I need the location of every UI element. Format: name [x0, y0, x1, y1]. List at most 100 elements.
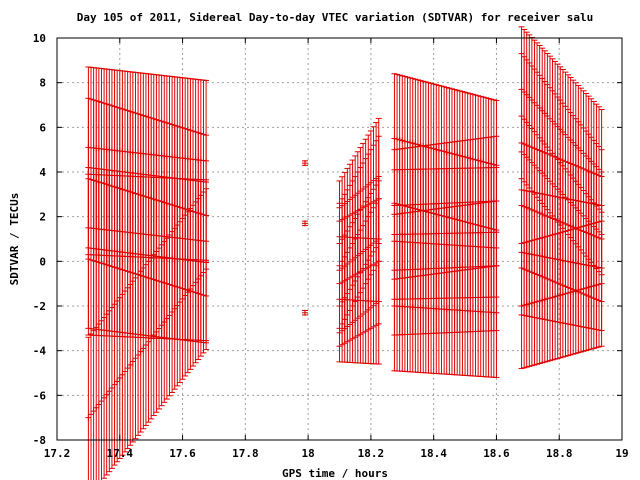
- data-point: [523, 119, 530, 126]
- data-point: [190, 282, 197, 289]
- data-point: [187, 285, 194, 292]
- data-point: [301, 160, 308, 167]
- data-point: [127, 361, 134, 368]
- data-point: [195, 276, 202, 283]
- y-tick-label: 4: [39, 166, 46, 179]
- data-point: [531, 299, 538, 306]
- data-point: [88, 411, 95, 418]
- data-point: [531, 128, 538, 135]
- data-point: [203, 266, 210, 273]
- data-point: [396, 136, 403, 143]
- data-point: [129, 358, 136, 365]
- data-point: [570, 288, 577, 295]
- data-point: [301, 220, 308, 227]
- data-point: [539, 297, 546, 304]
- data-point: [536, 134, 543, 141]
- data-point: [163, 315, 170, 322]
- data-point: [593, 282, 600, 289]
- data-point: [404, 138, 411, 145]
- data-point: [526, 300, 533, 307]
- data-point: [544, 144, 551, 151]
- y-tick-label: 6: [39, 121, 46, 134]
- data-point: [598, 280, 605, 287]
- y-tick-labels: -8 -6 -4 -2 0 2 4 6 8 10: [33, 32, 47, 447]
- data-point: [549, 294, 556, 301]
- data-point: [93, 404, 100, 411]
- data-point: [90, 408, 97, 415]
- data-point: [544, 295, 551, 302]
- data-point: [567, 289, 574, 296]
- data-point: [596, 281, 603, 288]
- data-point: [119, 371, 126, 378]
- data-point: [588, 283, 595, 290]
- data-point: [412, 140, 419, 147]
- data-point: [554, 292, 561, 299]
- data-point: [192, 279, 199, 286]
- data-point: [158, 322, 165, 329]
- y-tick-label: 2: [39, 211, 46, 224]
- y-tick-label: -8: [33, 434, 46, 447]
- data-point: [528, 125, 535, 132]
- data-point: [518, 113, 525, 120]
- data-points: [85, 26, 605, 480]
- data-point: [169, 309, 176, 316]
- data-point: [142, 342, 149, 349]
- data-point: [166, 312, 173, 319]
- data-point: [565, 290, 572, 297]
- data-point: [541, 141, 548, 148]
- x-tick-label: 17.4: [107, 447, 134, 460]
- data-point: [150, 332, 157, 339]
- data-point: [122, 368, 129, 375]
- x-tick-label: 17.8: [232, 447, 259, 460]
- data-point: [536, 297, 543, 304]
- data-point: [161, 318, 168, 325]
- data-point: [85, 414, 92, 421]
- data-point: [528, 300, 535, 307]
- data-point: [148, 335, 155, 342]
- data-point: [546, 147, 553, 154]
- data-point: [401, 138, 408, 145]
- data-point: [106, 388, 113, 395]
- data-segment: [391, 73, 500, 378]
- x-axis-label: GPS time / hours: [282, 467, 388, 480]
- y-tick-label: 10: [33, 32, 46, 45]
- axis-ticks: [56, 37, 623, 441]
- data-point: [399, 137, 406, 144]
- data-point: [391, 135, 398, 142]
- data-point: [590, 282, 597, 289]
- y-tick-label: -4: [33, 345, 47, 358]
- data-point: [572, 287, 579, 294]
- x-tick-label: 18.8: [546, 447, 573, 460]
- data-point: [301, 309, 308, 316]
- data-point: [171, 305, 178, 312]
- data-point: [541, 296, 548, 303]
- data-point: [114, 378, 121, 385]
- y-tick-label: 8: [39, 77, 46, 90]
- data-point: [394, 136, 401, 143]
- data-point: [179, 295, 186, 302]
- data-point: [200, 269, 207, 276]
- data-point: [145, 338, 152, 345]
- data-point: [583, 284, 590, 291]
- data-point: [137, 348, 144, 355]
- data-point: [101, 394, 108, 401]
- data-point: [493, 309, 500, 316]
- data-point: [95, 401, 102, 408]
- data-point: [546, 295, 553, 302]
- x-tick-label: 18.4: [420, 447, 447, 460]
- data-point: [103, 391, 110, 398]
- data-point: [156, 325, 163, 332]
- data-point: [534, 131, 541, 138]
- data-point: [526, 122, 533, 129]
- x-tick-label: 19: [615, 447, 628, 460]
- data-point: [182, 292, 189, 299]
- data-point: [521, 302, 528, 309]
- data-point: [174, 302, 181, 309]
- x-tick-labels: 17.2 17.4 17.6 17.8 18 18.2 18.4 18.6 18.8 19: [44, 447, 629, 460]
- data-segment: [85, 66, 210, 480]
- data-point: [140, 345, 147, 352]
- data-point: [518, 303, 525, 309]
- x-tick-label: 18.6: [483, 447, 510, 460]
- data-point: [98, 398, 105, 405]
